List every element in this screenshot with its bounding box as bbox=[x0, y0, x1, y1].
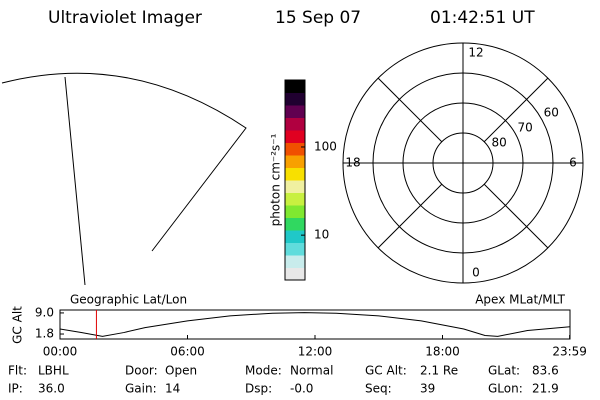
lat-label: 70 bbox=[518, 121, 533, 135]
color-step bbox=[285, 142, 305, 156]
lat-ring bbox=[372, 72, 554, 254]
colorbar-tick-label: 10 bbox=[314, 228, 329, 242]
color-step bbox=[285, 242, 305, 256]
info-value: 21.9 bbox=[532, 382, 559, 396]
info-label: Gain: bbox=[125, 382, 157, 396]
title: Ultraviolet Imager bbox=[48, 8, 202, 28]
lat-ring bbox=[432, 132, 494, 194]
x-tick-label: 18:00 bbox=[425, 345, 460, 359]
hour-label: 0 bbox=[472, 266, 480, 280]
panel-left-label: Geographic Lat/Lon bbox=[70, 293, 187, 307]
color-step bbox=[285, 167, 305, 181]
info-value: Normal bbox=[290, 364, 333, 378]
color-step bbox=[285, 205, 305, 218]
color-step bbox=[285, 155, 305, 168]
color-step bbox=[285, 130, 305, 143]
info-label: Seq: bbox=[365, 382, 392, 396]
lat-ring bbox=[402, 102, 524, 224]
polar-spoke bbox=[483, 183, 549, 249]
color-step bbox=[285, 230, 305, 243]
x-tick-label: 06:00 bbox=[170, 345, 205, 359]
color-step bbox=[285, 255, 305, 268]
info-value: 83.6 bbox=[532, 364, 559, 378]
image-outline bbox=[1, 72, 247, 286]
info-value: Open bbox=[165, 364, 197, 378]
info-value: 2.1 Re bbox=[420, 364, 458, 378]
colorbar-label: photon cm⁻²s⁻¹ bbox=[269, 133, 283, 226]
date: 15 Sep 07 bbox=[275, 8, 361, 28]
y-axis-label: GC Alt bbox=[11, 306, 25, 344]
color-step bbox=[285, 80, 305, 93]
color-step bbox=[285, 105, 305, 118]
color-step bbox=[285, 117, 305, 131]
polar-spoke bbox=[377, 183, 443, 249]
info-value: -0.0 bbox=[290, 382, 313, 396]
polar-spoke bbox=[377, 77, 443, 143]
lat-label: 80 bbox=[491, 136, 506, 150]
y-tick-label: 9.0 bbox=[35, 305, 54, 319]
info-label: IP: bbox=[8, 382, 23, 396]
info-value: 36.0 bbox=[38, 382, 65, 396]
polar-spoke bbox=[483, 77, 549, 143]
info-value: LBHL bbox=[38, 364, 69, 378]
lat-label: 60 bbox=[544, 106, 559, 120]
info-label: Flt: bbox=[8, 364, 27, 378]
y-tick-label: 1.8 bbox=[35, 327, 54, 341]
colorbar-tick-label: 100 bbox=[314, 139, 337, 153]
info-label: GLon: bbox=[488, 382, 523, 396]
info-value: 14 bbox=[165, 382, 180, 396]
info-label: GC Alt: bbox=[365, 364, 407, 378]
x-tick-label: 12:00 bbox=[298, 345, 333, 359]
info-label: Door: bbox=[125, 364, 158, 378]
hour-label: 6 bbox=[569, 156, 577, 170]
time: 01:42:51 UT bbox=[430, 8, 535, 28]
panel-right-label: Apex MLat/MLT bbox=[475, 293, 565, 307]
x-tick-label: 00:00 bbox=[43, 345, 78, 359]
color-step bbox=[285, 217, 305, 231]
altitude-line bbox=[60, 312, 570, 337]
info-label: GLat: bbox=[488, 364, 520, 378]
x-tick-label: 23:59 bbox=[552, 345, 587, 359]
color-step bbox=[285, 92, 305, 106]
hour-label: 12 bbox=[468, 46, 483, 60]
color-step bbox=[285, 192, 305, 206]
color-step bbox=[285, 180, 305, 193]
info-value: 39 bbox=[420, 382, 435, 396]
info-label: Mode: bbox=[245, 364, 282, 378]
panel-frame bbox=[59, 309, 571, 340]
color-step bbox=[285, 267, 305, 281]
colorbar-frame bbox=[284, 79, 306, 281]
hour-label: 18 bbox=[345, 156, 360, 170]
info-label: Dsp: bbox=[245, 382, 272, 396]
